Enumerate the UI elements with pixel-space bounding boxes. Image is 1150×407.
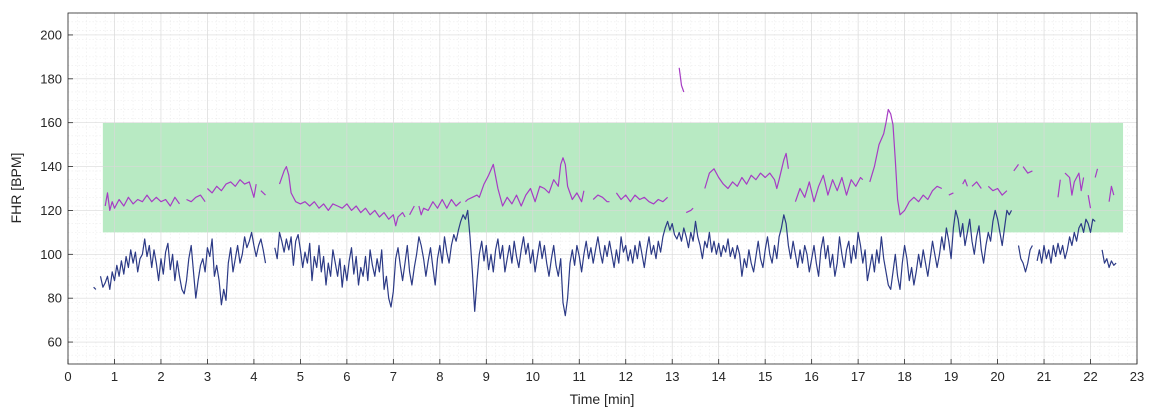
upper-trace-segment — [704, 152, 789, 190]
upper-trace-segment — [962, 179, 968, 187]
upper-trace-segment — [1108, 185, 1115, 202]
x-tick-label: 17 — [851, 369, 865, 384]
x-tick-label: 8 — [436, 369, 443, 384]
x-tick-label: 5 — [297, 369, 304, 384]
y-tick-label: 80 — [48, 291, 62, 306]
upper-trace-segment — [869, 108, 943, 216]
upper-trace-segment — [592, 194, 610, 203]
lower-trace-segment — [1036, 218, 1096, 264]
upper-trace-segment — [1064, 172, 1085, 196]
y-tick-label: 140 — [40, 159, 62, 174]
x-tick-label: 4 — [250, 369, 257, 384]
upper-trace-segment — [260, 190, 266, 196]
upper-trace-segment — [206, 179, 257, 198]
y-tick-label: 100 — [40, 247, 62, 262]
x-tick-label: 21 — [1037, 369, 1051, 384]
lower-trace-segment — [1017, 245, 1033, 273]
y-tick-label: 160 — [40, 115, 62, 130]
normal-range-rect — [102, 122, 1124, 233]
upper-trace-segment — [464, 157, 585, 207]
upper-trace — [104, 67, 1115, 227]
y-axis-label: FHR [BPM] — [8, 153, 24, 224]
upper-trace-segment — [104, 192, 180, 211]
y-tick-label: 200 — [40, 27, 62, 42]
y-tick-label: 120 — [40, 203, 62, 218]
major-grid — [67, 13, 1138, 364]
x-tick-label: 1 — [111, 369, 118, 384]
x-tick-label: 6 — [343, 369, 350, 384]
upper-trace-segment — [948, 192, 954, 196]
upper-trace-segment — [1057, 179, 1061, 198]
x-axis-ticks: 0 1 2 3 4 5 6 7 8 9 10 11 12 13 14 15 16 17 18 19 20 21 22 23 — [64, 359, 1144, 384]
upper-trace-segment — [1013, 164, 1019, 172]
upper-trace-segment — [278, 166, 406, 227]
y-axis-ticks: 60 80 100 120 140 160 180 200 — [40, 27, 73, 350]
normal-range-band — [102, 122, 1124, 233]
lower-trace-segment — [93, 286, 97, 290]
lower-trace — [93, 209, 1117, 317]
x-tick-label: 18 — [897, 369, 911, 384]
lower-trace-segment — [99, 231, 267, 306]
x-tick-label: 14 — [711, 369, 725, 384]
x-tick-label: 2 — [157, 369, 164, 384]
upper-trace-segment — [615, 192, 669, 205]
upper-trace-segment — [678, 67, 685, 93]
upper-trace-segment — [418, 198, 462, 216]
upper-trace-segment — [794, 174, 864, 203]
upper-trace-segment — [971, 181, 982, 189]
upper-trace-segment — [1022, 166, 1033, 174]
upper-trace-segment — [685, 207, 694, 214]
plot-frame — [67, 12, 1138, 365]
x-tick-label: 22 — [1083, 369, 1097, 384]
x-tick-label: 19 — [944, 369, 958, 384]
lower-trace-segment — [1101, 249, 1117, 269]
x-tick-label: 3 — [204, 369, 211, 384]
upper-trace-segment — [409, 205, 415, 216]
y-tick-label: 180 — [40, 71, 62, 86]
x-tick-label: 9 — [483, 369, 490, 384]
x-axis-label: Time [min] — [570, 391, 635, 407]
x-tick-label: 7 — [390, 369, 397, 384]
x-tick-label: 13 — [665, 369, 679, 384]
upper-trace-segment — [987, 185, 1008, 196]
x-tick-label: 16 — [804, 369, 818, 384]
x-tick-label: 20 — [990, 369, 1004, 384]
y-tick-label: 60 — [48, 335, 62, 350]
x-tick-label: 11 — [573, 369, 587, 384]
x-tick-label: 12 — [619, 369, 633, 384]
upper-trace-segment — [186, 194, 206, 203]
x-tick-label: 0 — [64, 369, 71, 384]
upper-trace-segment — [1087, 194, 1092, 209]
x-tick-label: 15 — [758, 369, 772, 384]
series-lines — [93, 67, 1117, 317]
upper-trace-segment — [1094, 168, 1099, 178]
lower-trace-segment — [274, 209, 1013, 317]
x-tick-label: 10 — [526, 369, 540, 384]
x-tick-label: 23 — [1130, 369, 1144, 384]
